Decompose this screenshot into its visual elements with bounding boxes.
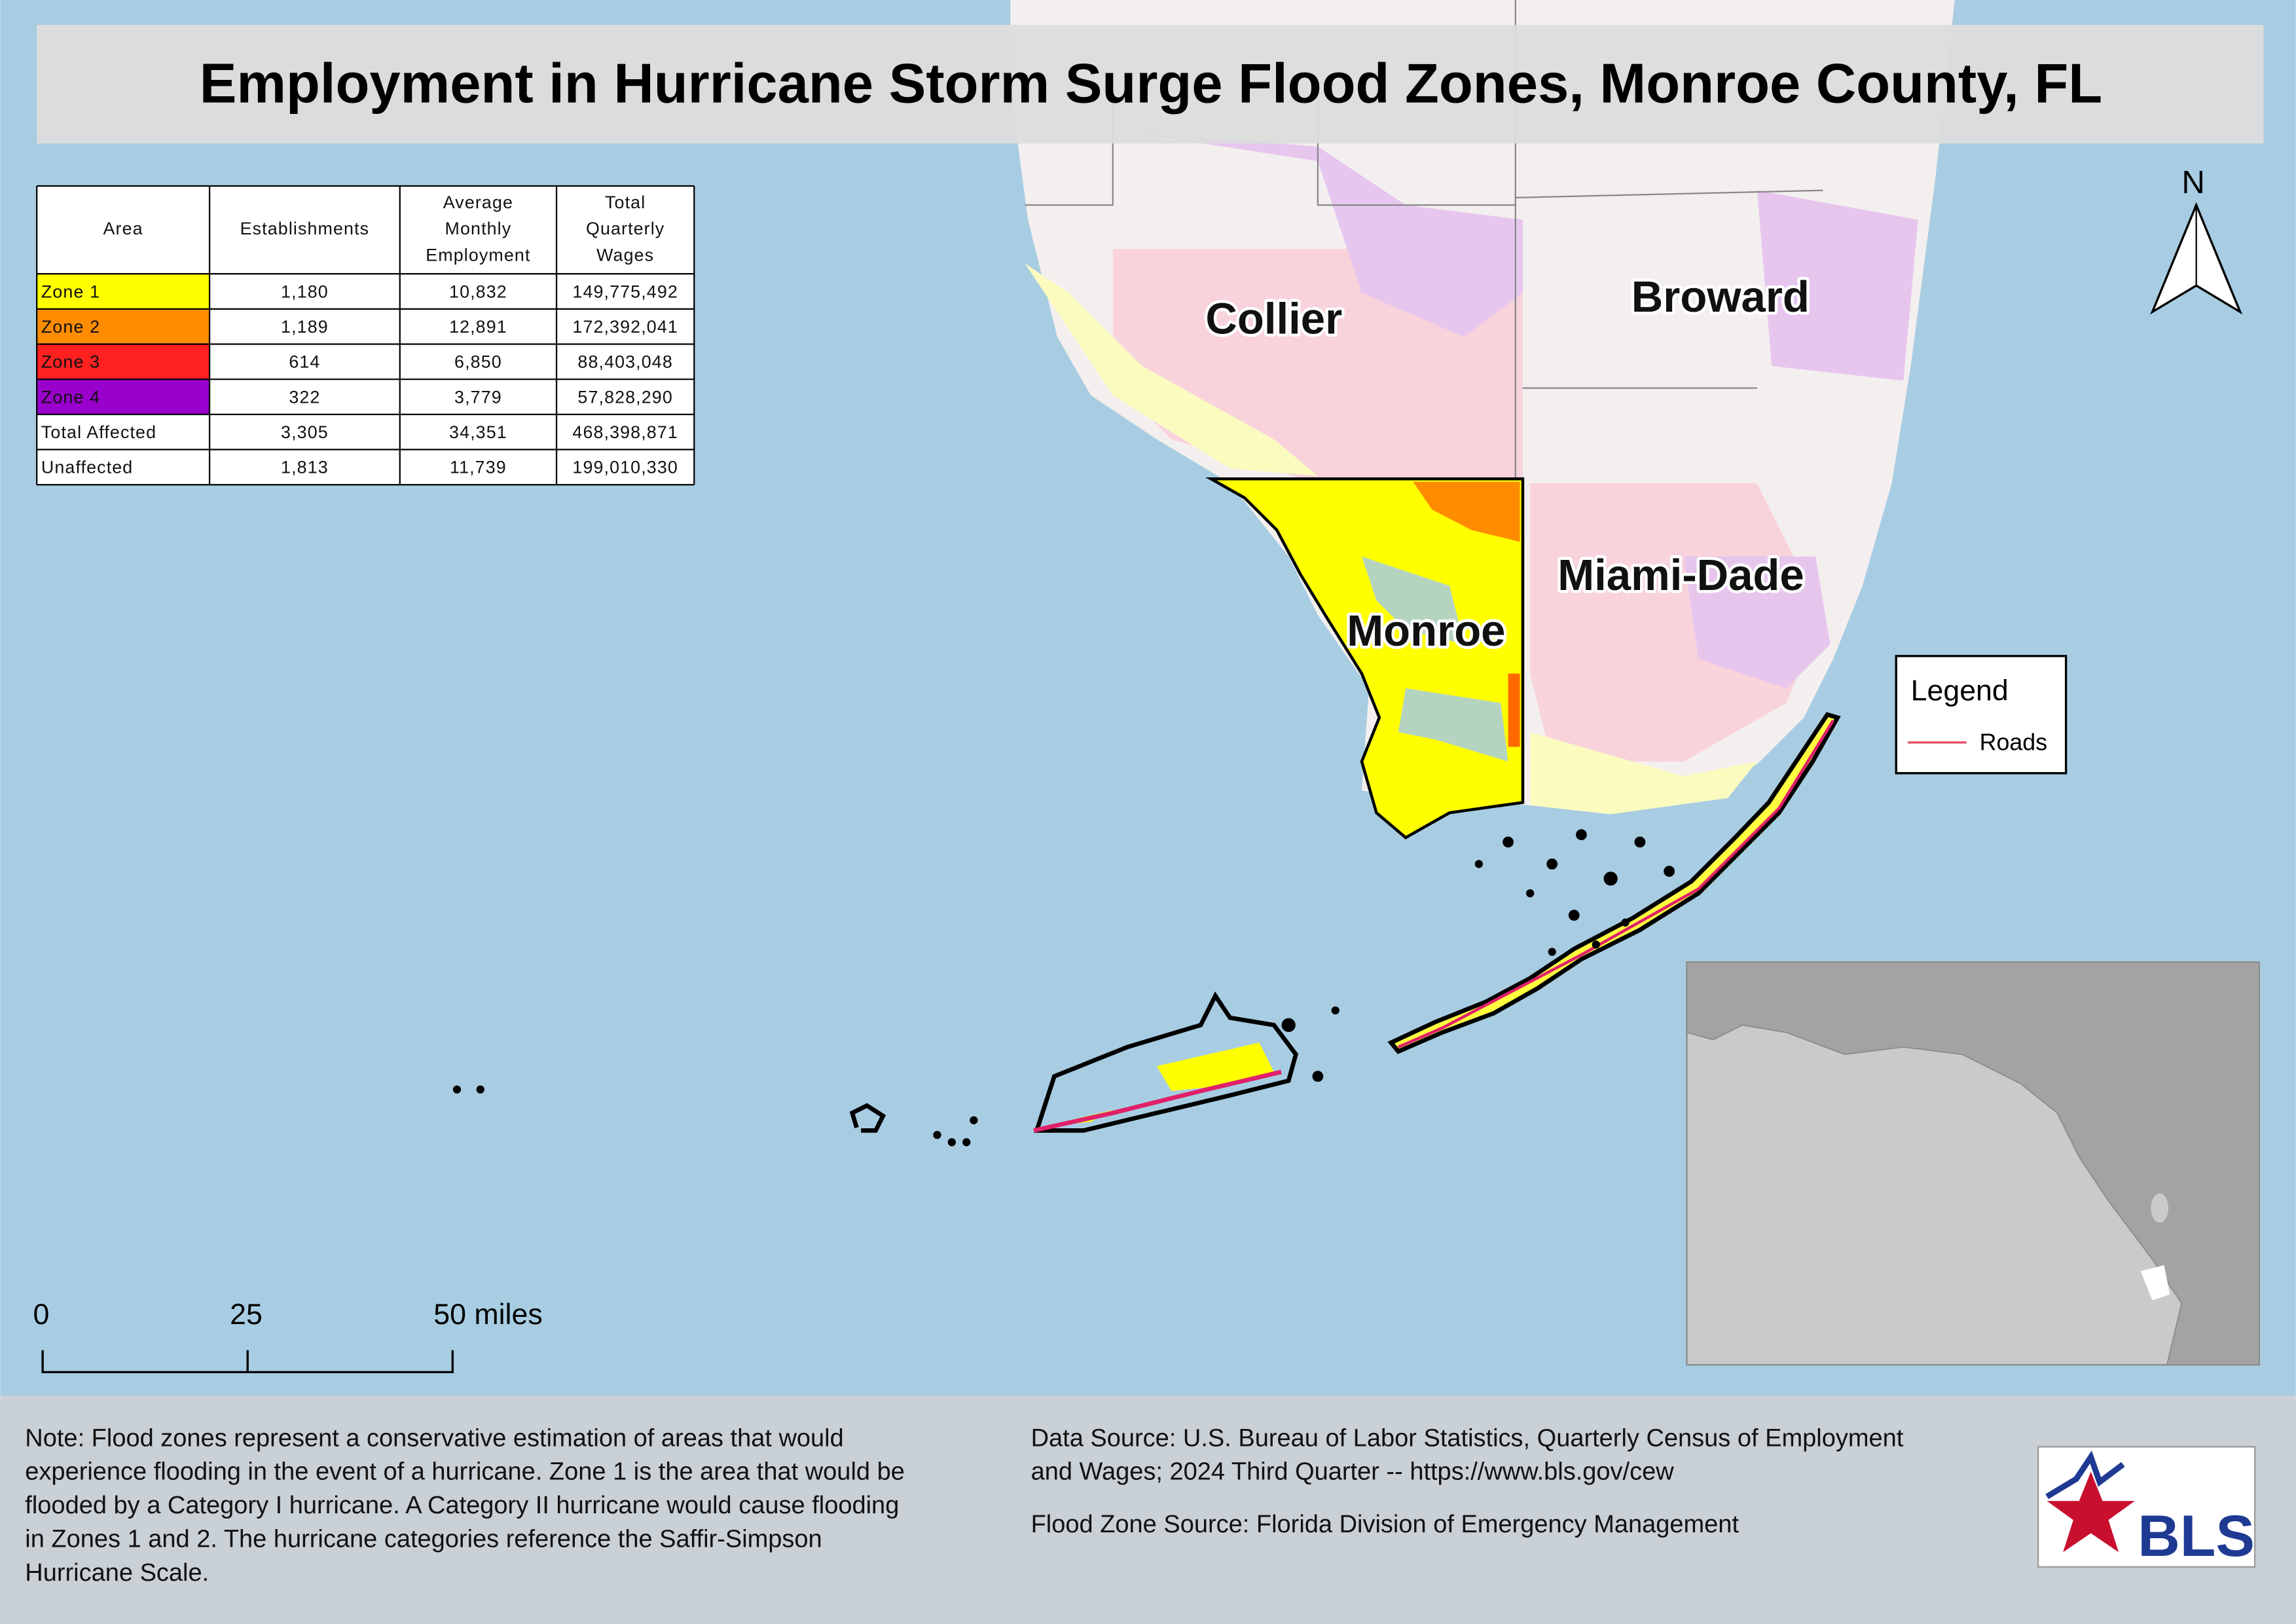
inset-monroe: [2140, 1265, 2170, 1301]
footer: [0, 1395, 2296, 1624]
table-cell: Zone 4: [41, 387, 100, 407]
zone-swatch: [37, 344, 210, 380]
zone-swatch: [37, 308, 210, 344]
legend-title: Legend: [1911, 675, 2009, 707]
table-cell: 172,392,041: [572, 317, 678, 337]
note-line: in Zones 1 and 2. The hurricane categori…: [25, 1526, 822, 1553]
table-cell: 3,305: [281, 422, 329, 442]
table-cell: 57,828,290: [577, 387, 672, 407]
table-cell: 88,403,048: [577, 352, 672, 372]
dry-tortugas: [849, 1103, 886, 1133]
scale-label: 0: [33, 1299, 49, 1331]
county-lines: [1025, 0, 1823, 479]
table-header: Area: [103, 219, 143, 238]
county-label: Monroe: [1347, 606, 1505, 655]
legend-item: Roads: [1980, 729, 2047, 755]
table-cell: 1,189: [281, 317, 329, 337]
lower-keys: [1033, 991, 1299, 1133]
county-label: Miami-Dade: [1558, 551, 1804, 600]
flood-source: Flood Zone Source: Florida Division of E…: [1031, 1511, 1740, 1538]
table-cell: 12,891: [449, 317, 507, 337]
table-cell: 10,832: [449, 282, 507, 301]
table-header: Average: [443, 193, 513, 212]
title-bar: [37, 25, 2264, 144]
small-islands: [452, 829, 1675, 1147]
table-cell: 3,779: [454, 387, 502, 407]
inset-lake: [2151, 1193, 2169, 1223]
inset-land: [1686, 961, 2260, 1366]
source-line: Data Source: U.S. Bureau of Labor Statis…: [1031, 1424, 1904, 1452]
table-header: Wages: [596, 245, 654, 265]
flood-tint-lavender: [1127, 132, 1918, 689]
table-header: Employment: [426, 245, 530, 265]
table-cell: 1,180: [281, 282, 329, 301]
zone-swatch: [37, 379, 210, 415]
scale-bar: [41, 1350, 454, 1374]
table-cell: 6,850: [454, 352, 502, 372]
note-line: experience flooding in the event of a hu…: [25, 1458, 905, 1486]
north-label: N: [2181, 164, 2205, 200]
table-cell: Unaffected: [41, 458, 133, 477]
bls-logo-text: BLS: [2138, 1503, 2255, 1568]
table-cell: Zone 2: [41, 317, 100, 337]
bls-chart-line: [2045, 1450, 2125, 1500]
table-header: Quarterly: [586, 219, 665, 238]
note-line: flooded by a Category I hurricane. A Cat…: [25, 1492, 899, 1519]
scale-label: 50 miles: [433, 1299, 543, 1331]
upper-keys: [1387, 712, 1841, 1054]
county-label: Broward: [1631, 272, 1810, 322]
table-cell: 468,398,871: [572, 422, 678, 442]
table-cell: 322: [289, 387, 320, 407]
monroe-zone2-strip: [1508, 673, 1520, 747]
monroe-water: [1361, 556, 1508, 762]
county-label: Collier: [1205, 295, 1342, 344]
footer-text: Note: Flood zones represent a conservati…: [25, 1424, 1903, 1587]
scale-label: 25: [230, 1299, 263, 1331]
source-line: and Wages; 2024 Third Quarter -- https:/…: [1031, 1458, 1675, 1486]
table-cell: 34,351: [449, 422, 507, 442]
roads: [1398, 720, 1834, 1048]
table-cell: 1,813: [281, 458, 329, 477]
table-cell: Total Affected: [41, 422, 156, 442]
map-labels: Collier Broward Miami-Dade Monroe: [1203, 270, 1812, 659]
table-header: Total: [605, 193, 646, 212]
table-cell: 149,775,492: [572, 282, 678, 301]
lower-keys-flood: [1040, 1043, 1274, 1128]
table-header: Monthly: [445, 219, 512, 238]
note-line: Note: Flood zones represent a conservati…: [25, 1424, 843, 1452]
zone-swatch: [37, 274, 210, 309]
summary-table: Zone 1 1,180 10,832 149,775,492 Zone 2 1,189 1…: [36, 185, 695, 486]
flood-tint-pink: [1112, 249, 1823, 762]
note-line: Hurricane Scale.: [25, 1559, 209, 1587]
monroe-zone2: [1413, 481, 1520, 542]
lower-keys-road: [1033, 1069, 1282, 1133]
bls-star: [2047, 1471, 2135, 1553]
table-cell: Zone 1: [41, 282, 100, 301]
title: Employment in Hurricane Storm Surge Floo…: [200, 53, 2102, 115]
table-cell: Zone 3: [41, 352, 100, 372]
legend-box: [1895, 655, 2068, 775]
table-cell: 614: [289, 352, 320, 372]
table-cell: 199,010,330: [572, 458, 678, 477]
monroe-zone1: [1205, 477, 1525, 840]
table-header: Establishments: [240, 219, 370, 238]
table-cell: 11,739: [450, 458, 507, 477]
